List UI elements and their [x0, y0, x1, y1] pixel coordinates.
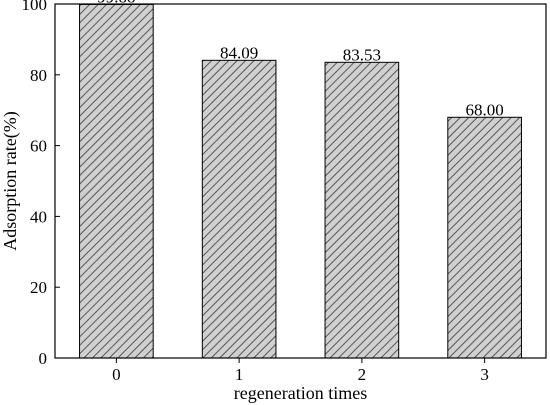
y-tick-label: 40 [30, 207, 47, 226]
x-tick-label: 0 [112, 365, 121, 384]
bar-3 [447, 116, 522, 359]
x-tick-label: 1 [235, 365, 244, 384]
x-axis: 0 1 2 3 [112, 358, 489, 384]
bar-value-label: 68.00 [466, 100, 504, 119]
x-axis-label: regeneration times [234, 383, 367, 403]
bar-1 [201, 59, 277, 359]
bar-value-label: 84.09 [220, 43, 258, 62]
plot-area-frame [54, 3, 547, 359]
y-axis: 0 20 40 60 80 100 [22, 0, 60, 368]
y-axis-label: Adsorption rate(%) [0, 111, 21, 250]
bar-value-label: 83.53 [343, 45, 381, 64]
y-tick-label: 0 [39, 349, 48, 368]
value-labels: 99.88 84.09 83.53 68.00 [97, 0, 504, 119]
bars [79, 3, 522, 359]
bar-0 [79, 3, 154, 359]
y-tick-label: 80 [30, 66, 47, 85]
y-tick-label: 100 [22, 0, 48, 14]
bar-value-label: 99.88 [97, 0, 135, 6]
y-tick-label: 20 [30, 278, 47, 297]
y-tick-label: 60 [30, 137, 47, 156]
x-tick-label: 2 [358, 365, 367, 384]
x-tick-label: 3 [480, 365, 489, 384]
bar-2 [324, 61, 400, 359]
